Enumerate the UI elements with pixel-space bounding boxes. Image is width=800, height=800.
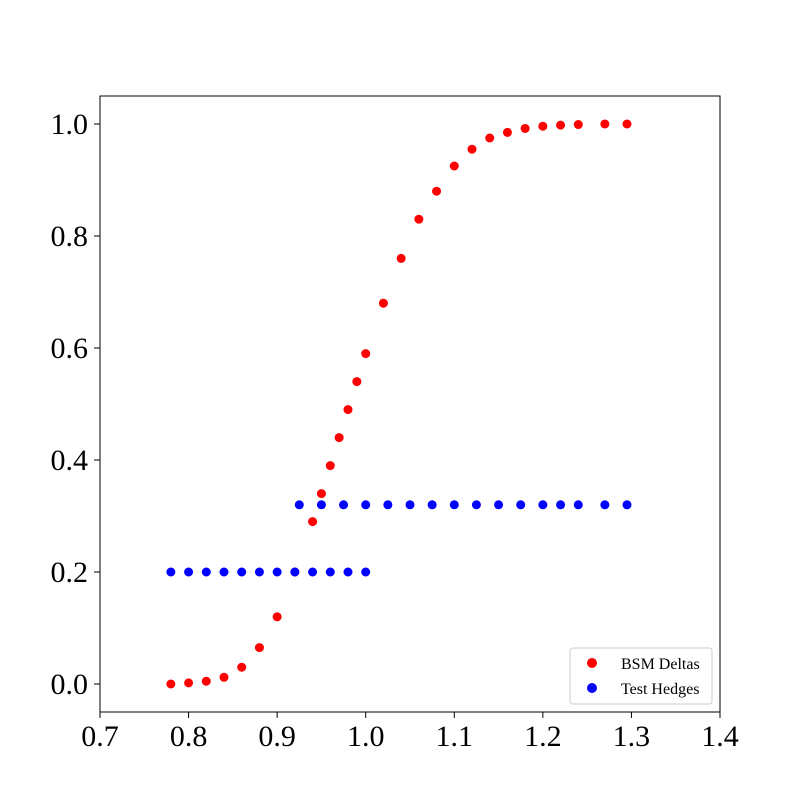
bsm-deltas-point [622,119,632,129]
bsm-deltas-point [414,214,424,224]
y-tick-label: 0.4 [51,444,89,477]
bsm-deltas-point [166,679,176,689]
bsm-deltas-point [378,298,388,308]
test-hedges-point [405,500,415,510]
bsm-deltas-point [361,349,371,359]
bsm-deltas-point [573,120,583,130]
test-hedges-point [294,500,304,510]
bsm-deltas-point [308,517,318,527]
test-hedges-point [219,567,229,577]
bsm-deltas-point [272,612,282,622]
test-hedges-point [361,500,371,510]
test-hedges-point [308,567,318,577]
plot-frame [99,95,721,713]
test-hedges-point [622,500,632,510]
bsm-deltas-point [600,119,610,129]
y-tick-label: 0.2 [51,556,89,589]
test-hedges-point [573,500,583,510]
x-tick-label: 0.9 [258,720,296,753]
bsm-deltas-point [237,662,247,672]
test-hedges-point [254,567,264,577]
bsm-deltas-point [201,676,211,686]
x-tick-label: 1.4 [701,720,739,753]
bsm-deltas-point [316,489,326,499]
bsm-deltas-point [343,405,353,415]
test-hedges-point [427,500,437,510]
plot-area [99,95,721,713]
test-hedges-point [383,500,393,510]
test-hedges-point [449,500,459,510]
x-tick-label: 0.8 [170,720,208,753]
legend-box [569,647,713,705]
test-hedges-point [325,567,335,577]
legend-label-bsm-deltas: BSM Deltas [621,656,700,673]
bsm-deltas-point [467,144,477,154]
bsm-deltas-point [184,678,194,688]
bsm-deltas-point [325,461,335,471]
bsm-deltas-point [485,133,495,143]
series-0 [166,119,632,689]
bsm-deltas-point [520,123,530,133]
y-tick-label: 0.8 [51,220,89,253]
bsm-deltas-point [538,121,548,131]
x-tick-label: 1.3 [613,720,651,753]
series-layer [166,119,632,689]
test-hedges-point [343,567,353,577]
bsm-deltas-point [556,120,566,130]
y-tick-label: 1.0 [51,108,89,141]
x-tick-label: 0.7 [81,720,119,753]
test-hedges-point [471,500,481,510]
test-hedges-point [361,567,371,577]
x-tick-label: 1.0 [347,720,385,753]
test-hedges-point [494,500,504,510]
test-hedges-point [316,500,326,510]
bsm-deltas-point [254,643,264,653]
bsm-deltas-point [502,127,512,137]
bsm-deltas-point [352,377,362,387]
legend: BSM Deltas Test Hedges [569,647,713,705]
series-1 [166,500,632,577]
y-tick-label: 0.0 [51,668,89,701]
legend-marker-test-hedges [587,683,597,693]
x-tick-label: 1.1 [436,720,474,753]
test-hedges-point [538,500,548,510]
bsm-deltas-point [219,672,229,682]
test-hedges-point [166,567,176,577]
test-hedges-point [339,500,349,510]
test-hedges-point [237,567,247,577]
test-hedges-point [272,567,282,577]
test-hedges-point [290,567,300,577]
bsm-deltas-point [396,253,406,263]
bsm-deltas-point [432,186,442,196]
y-tick-label: 0.6 [51,332,89,365]
x-axis: 0.7 0.8 0.9 1.0 1.1 1.2 1.3 1.4 [81,712,739,753]
legend-label-test-hedges: Test Hedges [621,681,699,698]
y-axis: 0.0 0.2 0.4 0.6 0.8 1.0 [51,108,100,701]
legend-marker-bsm-deltas [587,658,597,668]
test-hedges-point [184,567,194,577]
x-tick-label: 1.2 [524,720,562,753]
test-hedges-point [201,567,211,577]
bsm-deltas-point [334,433,344,443]
test-hedges-point [600,500,610,510]
test-hedges-point [516,500,526,510]
test-hedges-point [556,500,566,510]
bsm-deltas-point [449,161,459,171]
